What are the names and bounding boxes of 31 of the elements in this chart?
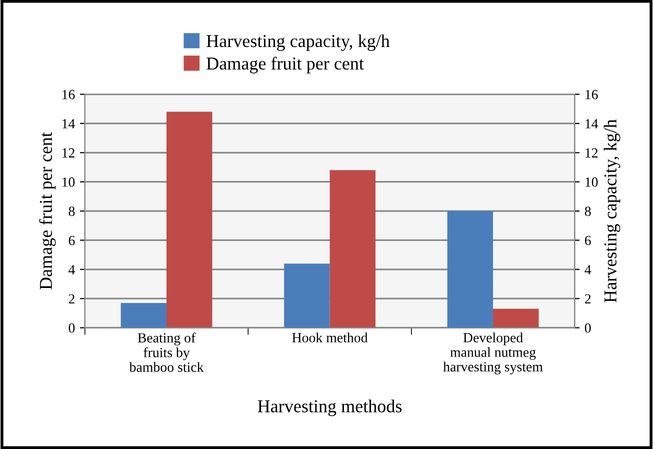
x-axis-title: Harvesting methods xyxy=(258,400,402,416)
y2-tick-label: 10 xyxy=(586,177,598,187)
bar xyxy=(166,112,212,328)
y-tick-label: 12 xyxy=(62,148,74,158)
y2-axis-title: Harvesting capacity, kg/h xyxy=(604,119,620,302)
y2-tick-label: 0 xyxy=(584,323,591,333)
legend-label: Harvesting capacity, kg/h xyxy=(206,34,390,51)
y2-tick-label: 6 xyxy=(584,236,591,246)
bar xyxy=(120,302,167,328)
legend-label: Damage fruit per cent xyxy=(206,56,364,74)
y-tick-label: 16 xyxy=(62,90,75,100)
bar xyxy=(493,308,539,328)
y-tick-label: 10 xyxy=(62,177,75,187)
x-tick-label: Hook method xyxy=(292,332,368,342)
y2-tick-label: 2 xyxy=(584,294,591,304)
y-tick-label: 4 xyxy=(68,265,75,274)
x-tick-label: Developed manual nutmeg harvesting system xyxy=(443,332,543,374)
y-tick-label: 0 xyxy=(68,323,75,333)
y-tick-label: 8 xyxy=(68,206,75,216)
y2-tick-label: 16 xyxy=(586,90,598,100)
y-tick-label: 6 xyxy=(68,236,75,246)
y-tick-label: 14 xyxy=(62,119,75,128)
y-tick-label: 2 xyxy=(68,294,74,304)
bar xyxy=(330,170,376,328)
y2-tick-label: 4 xyxy=(584,265,592,274)
y-axis-title: Damage fruit per cent xyxy=(39,132,56,290)
y2-tick-label: 14 xyxy=(586,119,598,128)
x-tick-label: Beating of fruits by bamboo stick xyxy=(129,332,204,372)
y2-tick-label: 12 xyxy=(586,148,598,158)
bar xyxy=(447,211,494,328)
y2-tick-label: 8 xyxy=(584,206,591,216)
